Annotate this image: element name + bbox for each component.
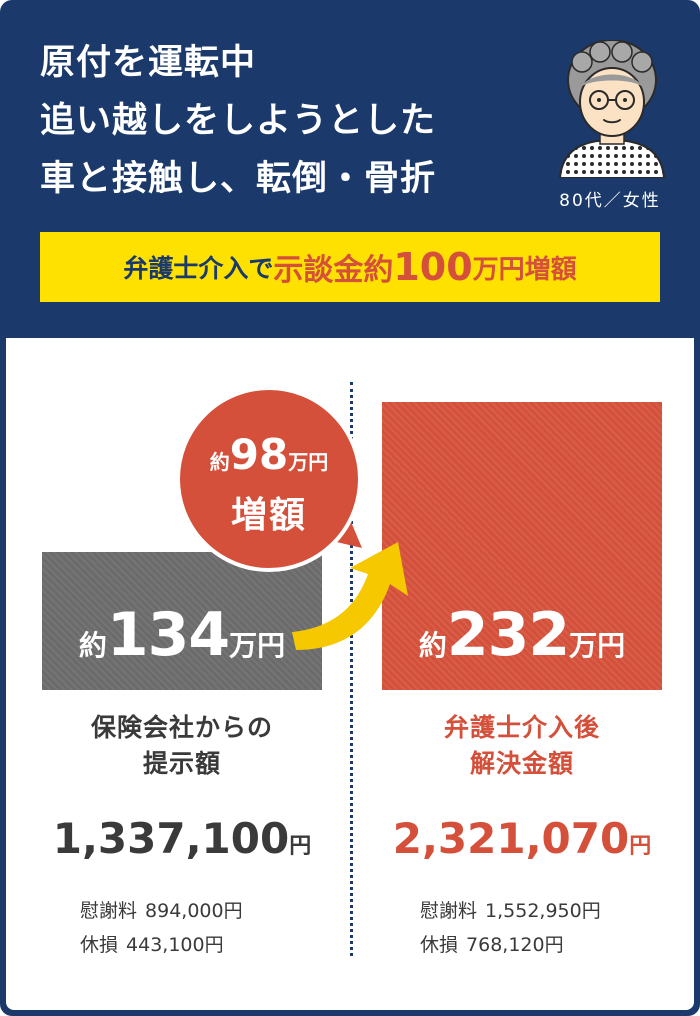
after-amount: 約232万円 <box>382 600 662 670</box>
result-banner: 弁護士介入で 示談金約 100 万円増額 <box>40 232 660 302</box>
increase-bubble: 約98万円 増額 <box>176 386 362 572</box>
before-label: 保険会社からの 提示額 <box>32 710 332 782</box>
column-divider <box>350 382 353 956</box>
increase-unit: 万円 <box>288 450 329 474</box>
before-amount-box: 約134万円 <box>42 552 322 690</box>
before-item-2-label: 休損 <box>80 934 119 956</box>
after-item-2-value: 768,120円 <box>466 934 564 956</box>
after-label-line-2: 解決金額 <box>469 749 574 778</box>
banner-amount: 100 <box>393 245 473 289</box>
after-item-2-label: 休損 <box>420 934 459 956</box>
increase-value: 98 <box>229 430 289 479</box>
after-total: 2,321,070円 <box>372 814 672 863</box>
headline-line-1: 原付を運転中 <box>40 42 257 83</box>
before-label-line-1: 保険会社からの <box>90 713 273 742</box>
after-amount-unit: 万円 <box>569 629 626 662</box>
after-label: 弁護士介入後 解決金額 <box>372 710 672 782</box>
before-amount: 約134万円 <box>42 600 322 670</box>
after-item-2: 休損 768,120円 <box>420 928 601 962</box>
before-item-1-label: 慰謝料 <box>80 900 138 922</box>
headline-line-2: 追い越しをしようとした <box>40 100 437 141</box>
before-item-1-value: 894,000円 <box>145 900 243 922</box>
client-profile: 80代／女性 <box>559 191 661 211</box>
increase-prefix: 約 <box>209 450 230 474</box>
before-amount-unit: 万円 <box>229 629 286 662</box>
after-amount-box: 約232万円 <box>382 402 662 690</box>
before-total-value: 1,337,100 <box>52 814 290 863</box>
after-label-line-1: 弁護士介入後 <box>443 713 600 742</box>
case-headline: 原付を運転中 追い越しをしようとした 車と接触し、転倒・骨折 <box>40 34 540 208</box>
before-label-line-2: 提示額 <box>142 749 221 778</box>
elderly-woman-avatar-icon <box>558 40 666 178</box>
before-total-unit: 円 <box>289 834 312 859</box>
after-amount-value: 232 <box>446 600 570 670</box>
after-total-value: 2,321,070 <box>392 814 630 863</box>
banner-highlight: 示談金約 <box>273 253 394 288</box>
before-item-1: 慰謝料 894,000円 <box>80 894 243 928</box>
before-amount-prefix: 約 <box>78 629 107 662</box>
after-breakdown: 慰謝料 1,552,950円 休損 768,120円 <box>420 894 601 962</box>
before-item-2-value: 443,100円 <box>126 934 224 956</box>
after-item-1-label: 慰謝料 <box>420 900 478 922</box>
increase-label: 増額 <box>230 495 307 536</box>
before-breakdown: 慰謝料 894,000円 休損 443,100円 <box>80 894 243 962</box>
after-item-1: 慰謝料 1,552,950円 <box>420 894 601 928</box>
after-total-unit: 円 <box>629 834 652 859</box>
increase-amount: 約98万円 <box>180 430 358 479</box>
before-total: 1,337,100円 <box>32 814 332 863</box>
headline-line-3: 車と接触し、転倒・骨折 <box>40 158 437 199</box>
after-item-1-value: 1,552,950円 <box>485 900 601 922</box>
before-amount-value: 134 <box>106 600 230 670</box>
banner-unit: 万円増額 <box>472 254 577 285</box>
after-amount-prefix: 約 <box>418 629 447 662</box>
banner-prefix: 弁護士介入で <box>123 254 274 283</box>
before-item-2: 休損 443,100円 <box>80 928 243 962</box>
